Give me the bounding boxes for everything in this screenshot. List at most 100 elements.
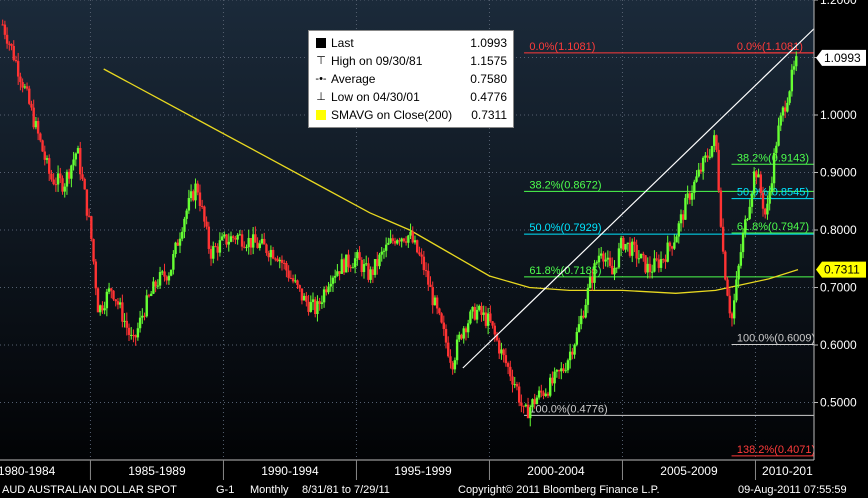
candle-body xyxy=(666,242,669,262)
candle-body xyxy=(646,263,649,273)
candle-body xyxy=(764,208,767,215)
candle-body xyxy=(659,259,663,268)
candle-body xyxy=(715,135,718,150)
candle-body xyxy=(39,133,42,141)
candle-body xyxy=(156,285,160,287)
candle-body xyxy=(196,183,199,193)
candle-body xyxy=(615,267,618,269)
fib-level-label: 50.0%(0.7929) xyxy=(529,222,601,234)
candle-body xyxy=(650,271,654,273)
candle-body xyxy=(103,308,106,311)
fib-level-label: 61.8%(0.7947) xyxy=(737,221,809,233)
legend-low-value: 0.4776 xyxy=(470,90,507,104)
candle-body xyxy=(409,231,412,236)
candle-body xyxy=(247,237,250,248)
candle-body xyxy=(744,219,747,234)
fib-level-label: 138.2%(0.4071) xyxy=(737,444,815,456)
candle-body xyxy=(43,151,46,160)
candle-body xyxy=(205,221,208,227)
candle-body xyxy=(670,246,674,249)
candle-body xyxy=(169,269,173,276)
candle-body xyxy=(790,69,794,92)
candle-body xyxy=(79,148,82,175)
candle-body xyxy=(644,255,647,273)
candle-body xyxy=(560,368,563,372)
candle-body xyxy=(701,157,705,172)
candle-body xyxy=(63,186,66,192)
candle-body xyxy=(526,404,530,419)
candle-body xyxy=(577,324,581,332)
candle-body xyxy=(679,214,683,224)
candle-body xyxy=(391,238,395,241)
candle-body xyxy=(105,291,109,309)
candle-body xyxy=(282,262,286,264)
candle-body xyxy=(724,251,727,280)
candle-body xyxy=(134,335,137,338)
candle-body xyxy=(110,288,113,291)
fibonacci-levels: 0.0%(1.1081) 0.0%(1.1081) 38.2%(0.8672) 50.… xyxy=(524,41,815,457)
candle-body xyxy=(513,384,516,386)
candle-body xyxy=(174,242,177,255)
candle-body xyxy=(85,189,89,216)
candle-body xyxy=(50,173,53,180)
candle-body xyxy=(305,295,308,302)
candle-body xyxy=(473,306,477,320)
candle-body xyxy=(566,360,570,371)
candle-body xyxy=(657,259,661,268)
candle-body xyxy=(551,377,554,384)
square-icon xyxy=(316,38,326,48)
candle-body xyxy=(291,278,295,282)
candle-body xyxy=(699,169,703,172)
candle-body xyxy=(289,277,293,279)
candle-body xyxy=(178,238,182,246)
candle-body xyxy=(94,261,97,289)
candle-body xyxy=(365,263,368,265)
candle-body xyxy=(149,293,153,296)
candle-body xyxy=(59,173,62,179)
legend-sma: SMAVG on Close(200) 0.7311 xyxy=(313,107,509,123)
candle-body xyxy=(48,158,51,174)
candle-body xyxy=(633,241,636,245)
candle-body xyxy=(98,305,102,313)
candle-body xyxy=(138,317,142,329)
candle-body xyxy=(557,370,561,372)
candle-body xyxy=(795,56,798,67)
candle-body xyxy=(23,86,27,88)
candle-body xyxy=(599,253,603,256)
candle-body xyxy=(76,148,80,154)
candle-body xyxy=(427,270,430,285)
candle-body xyxy=(107,288,111,292)
low-marker-icon: ⊥ xyxy=(316,91,326,103)
sma-swatch-icon xyxy=(316,110,326,120)
candle-body xyxy=(232,236,235,238)
candle-body xyxy=(568,351,572,361)
candle-body xyxy=(254,234,257,243)
candle-body xyxy=(438,308,441,314)
candle-body xyxy=(136,328,140,338)
candle-body xyxy=(382,250,386,252)
fib-level-label: 0.0%(1.1081) xyxy=(529,41,595,53)
candle-body xyxy=(384,244,388,251)
candle-body xyxy=(265,244,268,253)
candle-body xyxy=(613,268,616,275)
candle-body xyxy=(36,121,40,134)
candle-body xyxy=(562,368,565,372)
candle-body xyxy=(546,393,550,396)
candle-body xyxy=(759,174,762,193)
legend-low: ⊥ Low on 04/30/01 0.4776 xyxy=(313,89,509,105)
candle-body xyxy=(531,399,534,408)
x-tick-label: 2005-2009 xyxy=(660,464,718,478)
legend-average-value: 0.7580 xyxy=(470,72,507,86)
candle-body xyxy=(622,237,625,250)
candle-body xyxy=(276,258,279,262)
candle-body xyxy=(732,300,736,319)
candle-body xyxy=(218,240,222,253)
candle-body xyxy=(351,267,355,269)
footer-bar: AUD AUSTRALIAN DOLLAR SPOT G-1 Monthly 8… xyxy=(0,482,868,498)
candle-body xyxy=(227,241,230,245)
candle-body xyxy=(87,215,91,217)
candle-body xyxy=(376,259,379,267)
candle-body xyxy=(411,231,414,243)
candle-body xyxy=(517,386,521,403)
candle-body xyxy=(147,295,151,297)
